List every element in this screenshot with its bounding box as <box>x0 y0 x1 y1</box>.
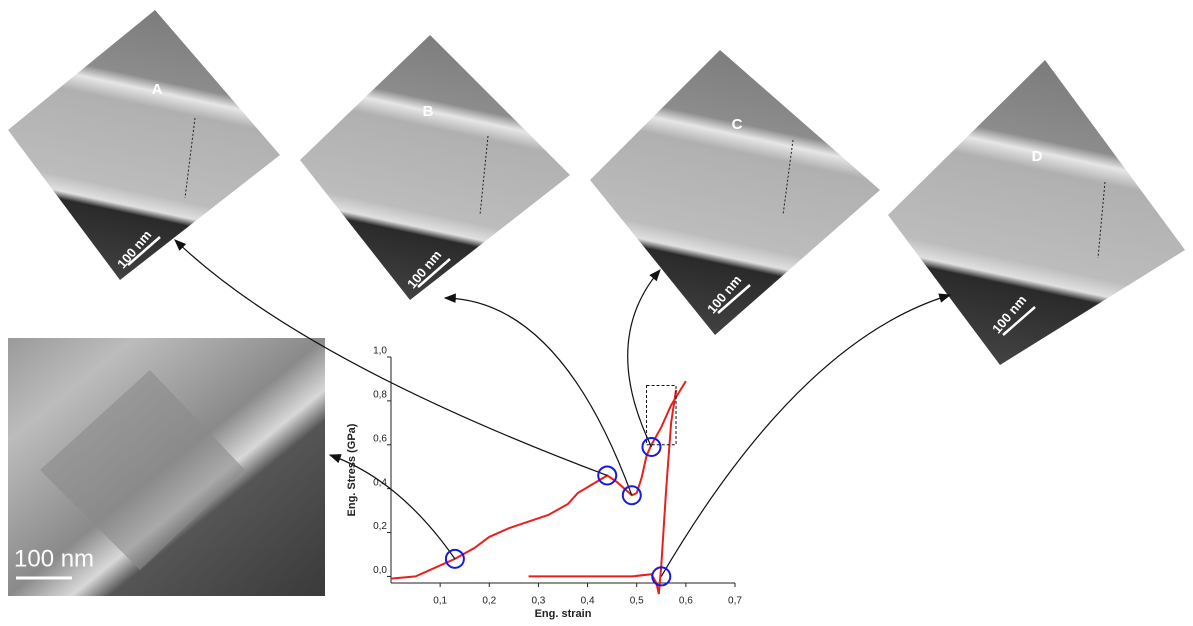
y-axis-label: Eng. Stress (GPa) <box>346 423 358 516</box>
scale-bar <box>717 284 751 314</box>
connector-arrow <box>174 239 608 477</box>
thickness-arrow <box>479 135 489 216</box>
tem-image <box>8 10 280 280</box>
connector-arrow <box>627 269 661 448</box>
x-tick-label: 0,4 <box>581 596 595 607</box>
scale-bar <box>417 258 451 288</box>
scale-bar <box>127 236 161 266</box>
data-line <box>390 380 687 580</box>
x-axis-label: Eng. strain <box>535 608 592 620</box>
panel-label: A <box>152 81 163 98</box>
inset-image: 100 nm <box>8 338 325 596</box>
tem-image <box>888 60 1185 365</box>
highlight-circle <box>621 485 642 506</box>
y-tick-label: 1,0 <box>373 346 387 357</box>
y-tick-label: 0,6 <box>373 433 387 444</box>
highlight-circle <box>651 566 672 587</box>
connector-arrow <box>660 293 952 577</box>
tem-panel <box>8 10 280 280</box>
highlight-circle <box>641 436 662 457</box>
y-tick-label: 0,2 <box>373 521 387 532</box>
x-tick-label: 0,7 <box>728 596 742 607</box>
data-line <box>528 389 678 595</box>
x-tick-label: 0,3 <box>531 596 545 607</box>
tem-panel <box>888 60 1185 365</box>
x-tick-label: 0,5 <box>630 596 644 607</box>
thickness-arrow <box>184 117 196 199</box>
zoom-box <box>646 385 677 446</box>
connector-arrow <box>328 454 456 560</box>
scale-bar <box>1002 306 1036 336</box>
scale-label: 100 nm <box>14 545 94 572</box>
x-tick-label: 0,2 <box>482 596 496 607</box>
thickness-arrow <box>1097 181 1106 259</box>
highlight-circle <box>597 465 618 486</box>
panel-label: C <box>732 116 743 133</box>
x-tick-label: 0,1 <box>433 596 447 607</box>
panel-label: D <box>1032 148 1043 165</box>
tem-panel <box>300 35 570 300</box>
highlight-circle <box>444 548 465 569</box>
panel-label: B <box>423 103 434 120</box>
tem-image <box>300 35 570 300</box>
y-tick-label: 0,8 <box>373 390 387 401</box>
thickness-arrow <box>782 139 794 216</box>
particle <box>40 370 245 570</box>
y-tick-label: 0,0 <box>373 565 387 576</box>
x-tick-label: 0,6 <box>679 596 693 607</box>
y-tick-label: 0,4 <box>373 477 387 488</box>
connector-arrow <box>443 293 633 496</box>
chart: Eng. strain Eng. Stress (GPa) 0,1 0,2 0,3 0… <box>346 346 742 620</box>
